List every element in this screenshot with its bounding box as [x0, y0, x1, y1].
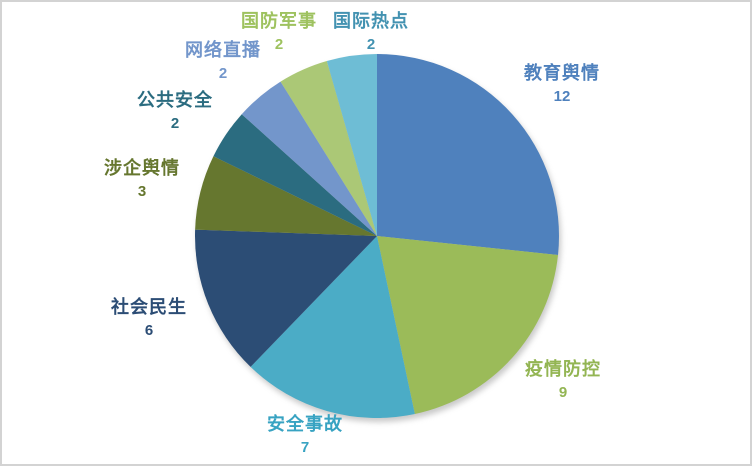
pie-label-value: 2 [170, 115, 180, 132]
pie-label-6: 网络直播 2 [185, 38, 261, 84]
pie-slice-6 [241, 81, 377, 236]
pie-label-value: 3 [137, 183, 147, 200]
pie-label-text: 国防军事 [241, 11, 317, 31]
pie-slice-4 [195, 156, 377, 236]
pie-label-0: 教育舆情 12 [524, 61, 600, 107]
pie-slice-3 [194, 229, 377, 367]
pie-label-text: 安全事故 [267, 414, 343, 434]
pie-label-value: 2 [218, 65, 228, 82]
pie-label-value: 2 [274, 36, 284, 53]
pie-label-value: 12 [553, 88, 571, 105]
pie-label-value: 2 [366, 36, 376, 53]
pie-label-text: 国际热点 [333, 11, 409, 31]
pie-label-text: 社会民生 [111, 297, 187, 317]
pie-label-7: 国防军事 2 [241, 9, 317, 55]
pie-slice-7 [280, 61, 377, 236]
pie-label-1: 疫情防控 9 [525, 357, 601, 403]
pie-label-value: 9 [558, 384, 568, 401]
pie-slice-8 [326, 54, 377, 236]
pie-slice-1 [377, 236, 558, 415]
pie-label-text: 教育舆情 [524, 63, 600, 83]
pie-slice-0 [377, 54, 559, 256]
pie-slice-5 [213, 114, 377, 236]
pie-label-3: 社会民生 6 [111, 295, 187, 341]
pie-label-text: 公共安全 [137, 90, 213, 110]
pie-label-text: 涉企舆情 [104, 158, 180, 178]
pie-label-text: 网络直播 [185, 40, 261, 60]
pie-slices [194, 54, 559, 418]
pie-label-4: 涉企舆情 3 [104, 156, 180, 202]
pie-label-5: 公共安全 2 [137, 88, 213, 134]
pie-slice-2 [250, 236, 415, 418]
pie-label-2: 安全事故 7 [267, 412, 343, 458]
pie-label-value: 7 [300, 439, 310, 456]
pie-label-text: 疫情防控 [525, 359, 601, 379]
pie-label-value: 6 [144, 322, 154, 339]
pie-label-8: 国际热点 2 [333, 9, 409, 55]
